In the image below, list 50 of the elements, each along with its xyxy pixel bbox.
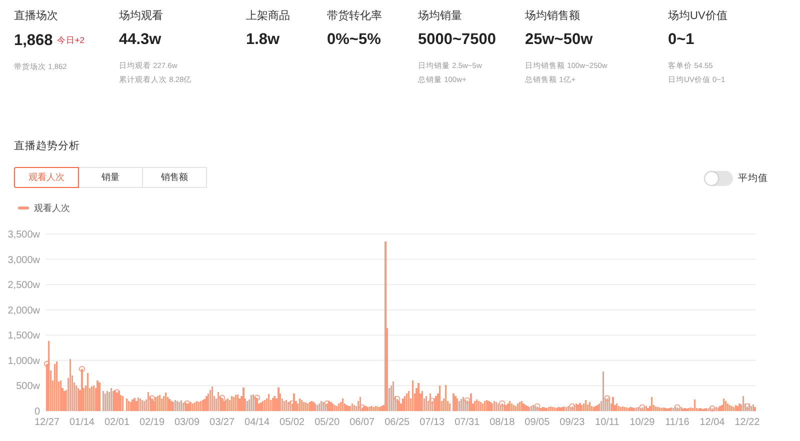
y-tick-label: 1,000w [8, 356, 41, 367]
text: 25w~50w [525, 31, 593, 48]
x-tick-label: 10/29 [630, 417, 656, 428]
text: 直播场次 [14, 9, 59, 24]
x-tick-label: 01/14 [69, 417, 95, 428]
x-tick-label: 12/22 [734, 417, 760, 428]
text: 1.8w [246, 31, 280, 48]
x-tick-label: 10/11 [595, 417, 620, 428]
x-tick-label: 03/09 [174, 417, 200, 428]
y-tick-label: 0 [34, 406, 40, 418]
tab: 销售额 [142, 167, 207, 188]
chart-title: 直播趋势分析 [14, 139, 80, 154]
text: 场均观看 [119, 9, 164, 24]
x-tick-label: 04/14 [244, 417, 270, 428]
x-tick-label: 03/27 [210, 417, 235, 428]
text: 场均销售额 [525, 8, 581, 24]
x-tick-label: 05/02 [280, 417, 306, 428]
text: 带货转化率 [327, 8, 382, 24]
text: 场均UV价值 [668, 9, 728, 24]
x-tick-label: 05/20 [314, 417, 340, 428]
x-tick-label: 06/07 [350, 417, 376, 428]
text: 上架商品 [246, 8, 290, 24]
y-tick-label: 1,500w [8, 330, 41, 342]
tab: 销量 [78, 167, 143, 188]
text: 平均值 [738, 172, 768, 185]
text: 44.3w [119, 31, 162, 48]
text: 5000~7500 [418, 31, 496, 48]
y-tick-label: 500w [16, 381, 41, 392]
x-tick-label: 07/31 [454, 417, 480, 428]
text: 0~1 [668, 31, 694, 48]
x-tick-label: 02/01 [104, 417, 130, 428]
y-tick-label: 2,500w [8, 280, 41, 292]
x-tick-label: 06/25 [384, 417, 410, 428]
text: 场均销量 [418, 9, 463, 24]
text: 0%~5% [327, 31, 381, 48]
x-tick-label: 11/16 [665, 417, 690, 428]
x-tick-label: 02/19 [140, 417, 165, 428]
text: 1,868 [14, 32, 53, 49]
y-tick-label: 3,500w [8, 230, 41, 240]
text: 今日+2 [56, 35, 84, 45]
tab: 观看人次 [14, 167, 79, 188]
y-tick-label: 3,000w [8, 254, 41, 266]
x-tick-label: 08/18 [490, 417, 516, 428]
x-tick-label: 12/04 [700, 417, 726, 428]
x-tick-label: 07/13 [420, 417, 446, 428]
legend-label: 观看人次 [34, 203, 70, 214]
y-tick-label: 2,000w [8, 305, 41, 316]
x-tick-label: 09/23 [560, 417, 586, 428]
x-tick-label: 09/05 [524, 417, 550, 428]
x-tick-label: 12/27 [34, 417, 60, 428]
